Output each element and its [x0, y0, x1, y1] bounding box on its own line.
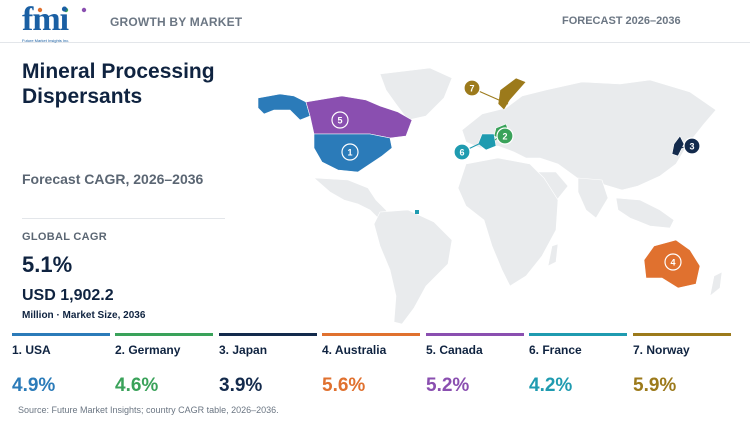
country-cagr: 3.9% [219, 375, 263, 396]
country-card-australia[interactable]: 4. Australia 5.6% [322, 333, 420, 403]
map-france[interactable] [477, 133, 497, 151]
svg-text:3: 3 [689, 142, 694, 152]
svg-text:2: 2 [502, 132, 507, 142]
map-small-marker [415, 210, 419, 214]
country-card-france[interactable]: 6. France 4.2% [529, 333, 627, 403]
logo-wordmark: fmi [22, 1, 69, 38]
country-card-germany[interactable]: 2. Germany 4.6% [115, 333, 213, 403]
map-marker-2[interactable]: 2 [496, 127, 514, 145]
map-japan[interactable] [671, 135, 685, 157]
country-card-norway[interactable]: 7. Norway 5.9% [633, 333, 731, 403]
forecast-subtitle: Forecast CAGR, 2026–2036 [22, 171, 204, 187]
world-map: 1 2 3 4 5 6 7 [257, 67, 723, 325]
country-name: 2. Germany [115, 343, 181, 357]
svg-text:5: 5 [337, 116, 342, 126]
card-color-bar [426, 333, 524, 336]
map-norway[interactable] [497, 77, 527, 111]
card-color-bar [529, 333, 627, 336]
svg-text:7: 7 [469, 84, 474, 94]
country-name: 5. Canada [426, 343, 483, 357]
svg-text:1: 1 [347, 148, 352, 158]
country-card-usa[interactable]: 1. USA 4.9% [12, 333, 110, 403]
country-name: 4. Australia [322, 343, 387, 357]
card-color-bar [322, 333, 420, 336]
map-marker-7[interactable]: 7 [463, 79, 481, 97]
country-cagr: 4.2% [529, 375, 573, 396]
country-card-canada[interactable]: 5. Canada 5.2% [426, 333, 524, 403]
source-note: Source: Future Market Insights; country … [18, 405, 279, 415]
divider [22, 218, 225, 219]
svg-text:4: 4 [670, 258, 675, 268]
country-cagr-strip: 1. USA 4.9% 2. Germany 4.6% 3. Japan 3.9… [0, 333, 750, 403]
header-section-label: GROWTH BY MARKET [110, 15, 243, 29]
country-card-japan[interactable]: 3. Japan 3.9% [219, 333, 317, 403]
logo-tagline: Future Market Insights Inc. [22, 38, 70, 43]
map-alaska[interactable] [257, 93, 311, 121]
country-cagr: 5.9% [633, 375, 677, 396]
country-name: 1. USA [12, 343, 51, 357]
map-marker-3[interactable]: 3 [683, 137, 701, 155]
card-color-bar [633, 333, 731, 336]
country-cagr: 4.6% [115, 375, 159, 396]
card-color-bar [115, 333, 213, 336]
market-size-value: USD 1,902.2 [22, 287, 114, 304]
country-cagr: 4.9% [12, 375, 56, 396]
global-cagr-value: 5.1% [22, 252, 73, 277]
land-base [313, 67, 723, 325]
fmi-logo[interactable]: fmi Future Market Insights Inc. [22, 2, 92, 43]
global-cagr-label: GLOBAL CAGR [22, 231, 107, 243]
country-name: 3. Japan [219, 343, 268, 357]
map-marker-6[interactable]: 6 [453, 143, 471, 161]
map-marker-5[interactable]: 5 [331, 111, 349, 129]
logo-dots-icon [37, 7, 87, 13]
svg-text:6: 6 [459, 148, 464, 158]
country-name: 7. Norway [633, 343, 690, 357]
map-marker-1[interactable]: 1 [341, 143, 359, 161]
market-size-label: Million · Market Size, 2036 [22, 310, 146, 321]
header-forecast-label: FORECAST 2026–2036 [562, 15, 681, 27]
page-title: Mineral Processing Dispersants [22, 60, 215, 108]
country-cagr: 5.2% [426, 375, 470, 396]
country-name: 6. France [529, 343, 582, 357]
card-color-bar [219, 333, 317, 336]
country-cagr: 5.6% [322, 375, 366, 396]
header-bar: fmi Future Market Insights Inc. GROWTH B… [0, 0, 750, 43]
map-marker-4[interactable]: 4 [664, 253, 682, 271]
card-color-bar [12, 333, 110, 336]
